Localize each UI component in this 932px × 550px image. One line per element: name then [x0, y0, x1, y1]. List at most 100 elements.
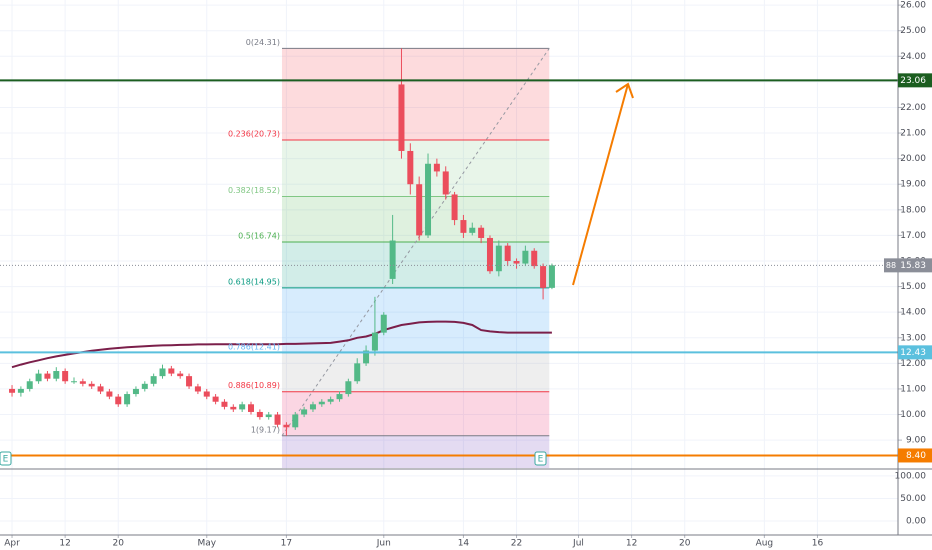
y-tick-label: 25.00: [900, 26, 926, 36]
x-tick-label: Apr: [4, 539, 20, 549]
fib-zone: [281, 435, 550, 468]
candle-body: [248, 404, 255, 412]
candle-body: [168, 368, 175, 374]
candle-body: [469, 227, 476, 233]
candle-body: [442, 171, 449, 195]
candle-body: [88, 383, 95, 387]
candle-body: [177, 373, 184, 377]
y-tick-label: 20.00: [900, 154, 926, 164]
fib-label: 0.786(12.41): [228, 342, 280, 351]
background: [0, 0, 898, 535]
candle-body: [70, 381, 77, 383]
candle-body: [354, 363, 361, 382]
arrow-head: [615, 82, 634, 99]
x-tick-label: Aug: [756, 539, 774, 549]
x-tick-label: 16: [812, 539, 824, 549]
candle-body: [336, 394, 343, 400]
candle-body: [407, 150, 414, 185]
candle-body: [292, 414, 299, 428]
x-tick-label: 14: [458, 539, 470, 549]
earnings-icon[interactable]: [0, 451, 12, 466]
y-tick-label: 11.00: [900, 384, 926, 394]
candle-body: [274, 414, 281, 425]
candle-body: [124, 394, 131, 405]
last-price-bg: [898, 258, 932, 273]
candle-body: [230, 406, 237, 410]
candle-body: [327, 399, 334, 402]
y-tick-label: 24.00: [900, 52, 926, 62]
candle-body: [478, 227, 485, 238]
x-tick-label: 12: [626, 539, 637, 549]
price-label-bg: [898, 73, 932, 88]
fib-label: 0.382(18.52): [228, 186, 280, 195]
candle-body: [203, 391, 210, 397]
earnings-label: E: [3, 455, 9, 465]
candle-body: [460, 220, 467, 233]
price-label: 23.06: [900, 76, 926, 86]
y-tick-label: 13.00: [900, 333, 926, 343]
x-tick-label: 12: [59, 539, 70, 549]
candle-body: [433, 163, 440, 172]
candle-body: [398, 84, 405, 151]
fib-label: 0.886(10.89): [228, 381, 280, 390]
y-tick-label: 12.00: [900, 359, 926, 369]
candle-body: [301, 409, 308, 415]
candle-body: [548, 265, 555, 288]
fib-label: 0(24.31): [246, 38, 280, 47]
candle-body: [540, 266, 547, 288]
price-label: 12.43: [900, 348, 926, 358]
candle-body: [416, 184, 423, 236]
fib-label: 0.618(14.95): [228, 277, 280, 286]
price-label-bg: [898, 448, 932, 463]
candle-body: [451, 194, 458, 221]
x-tick-label: 22: [511, 539, 522, 549]
candle-body: [150, 376, 157, 384]
candle-body: [194, 386, 201, 392]
candle-body: [363, 350, 370, 364]
fib-zone: [281, 139, 550, 197]
candle-body: [79, 381, 86, 384]
price-label: 8.40: [906, 451, 926, 461]
price-label-bg: [898, 345, 932, 360]
candle-body: [318, 401, 325, 405]
candle-body: [26, 381, 33, 389]
x-tick-label: Jul: [572, 539, 584, 549]
candle-body: [35, 373, 42, 382]
fib-zone: [281, 391, 550, 436]
candle-body: [265, 414, 272, 418]
y-tick-label: 100.00: [895, 471, 927, 481]
fib-trend: [281, 48, 550, 437]
arrow-line: [572, 83, 629, 286]
candle-body: [132, 388, 139, 395]
y-tick-label: 9.00: [906, 436, 926, 446]
candle-body: [9, 388, 16, 393]
y-tick-label: 19.00: [900, 180, 926, 190]
fib-label: 0.236(20.73): [228, 129, 280, 138]
last-price-label: 15.83: [900, 261, 926, 271]
x-tick-label: 20: [113, 539, 125, 549]
candle-body: [371, 332, 378, 351]
candle-body: [531, 250, 538, 267]
y-tick-label: 18.00: [900, 205, 926, 215]
candle-body: [345, 381, 352, 395]
earnings-icon[interactable]: [534, 451, 547, 466]
candle-body: [17, 388, 24, 393]
candle-body: [221, 401, 228, 407]
y-tick-label: 17.00: [900, 231, 926, 241]
candle-body: [283, 424, 290, 428]
fib-zone: [281, 352, 550, 392]
y-tick-label: 22.00: [900, 103, 926, 113]
candle-body: [256, 411, 263, 418]
y-tick-label: 14.00: [900, 308, 926, 318]
fib-label: 0.5(16.74): [238, 232, 280, 241]
candle-body: [141, 383, 148, 389]
y-tick-label: 10.00: [900, 410, 926, 420]
fib-label: 1(9.17): [251, 425, 280, 434]
candle-body: [522, 250, 529, 264]
candle-body: [186, 376, 193, 387]
candle-body: [425, 163, 432, 236]
earnings-markers: E E: [0, 451, 547, 466]
